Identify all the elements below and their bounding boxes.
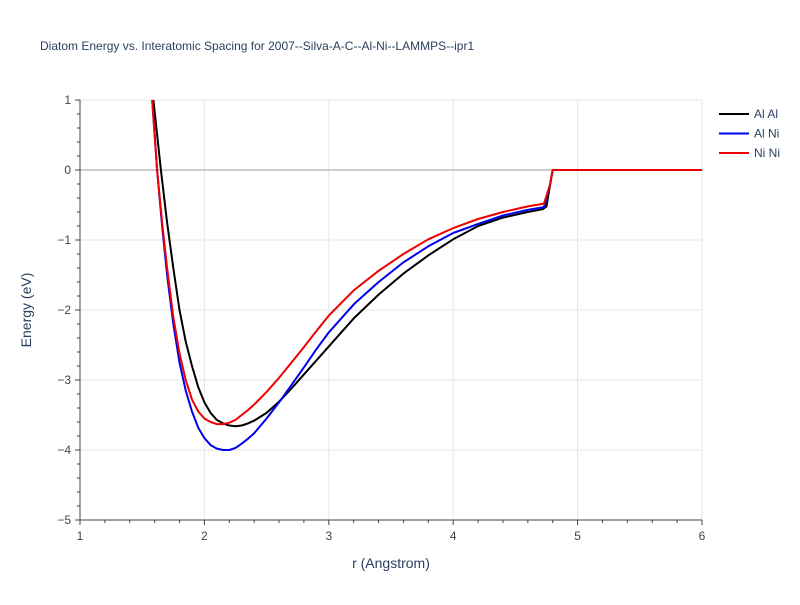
y-tick-label: −1	[57, 233, 71, 247]
x-tick-label: 6	[699, 529, 706, 543]
y-tick-label: 0	[64, 163, 71, 177]
y-tick-label: −4	[57, 443, 71, 457]
x-tick-label: 3	[325, 529, 332, 543]
x-tick-label: 1	[77, 529, 84, 543]
grid-layer	[80, 99, 703, 520]
x-axis-label: r (Angstrom)	[352, 555, 430, 571]
legend: Al Al Al Ni Ni Ni	[719, 107, 780, 160]
y-axis-label: Energy (eV)	[18, 273, 34, 348]
legend-item-al-al[interactable]: Al Al	[719, 107, 778, 121]
legend-label: Ni Ni	[754, 146, 780, 160]
y-tick-label: −3	[57, 373, 71, 387]
y-tick-label: −5	[57, 513, 71, 527]
axis-layer: 1 2 3 4 5 6 1 0 −1 −2 −3 −4 −5	[57, 93, 705, 543]
legend-item-al-ni[interactable]: Al Ni	[719, 127, 779, 141]
chart-title: Diatom Energy vs. Interatomic Spacing fo…	[40, 39, 474, 53]
y-tick-label: 1	[64, 93, 71, 107]
legend-label: Al Al	[754, 107, 778, 121]
x-tick-label: 2	[201, 529, 208, 543]
y-tick-label: −2	[57, 303, 71, 317]
x-tick-label: 5	[574, 529, 581, 543]
legend-item-ni-ni[interactable]: Ni Ni	[719, 146, 780, 160]
x-tick-label: 4	[450, 529, 457, 543]
series-layer	[151, 100, 702, 451]
series-line-ni-ni[interactable]	[151, 100, 702, 426]
series-line-al-ni[interactable]	[151, 100, 702, 451]
legend-label: Al Ni	[754, 127, 779, 141]
